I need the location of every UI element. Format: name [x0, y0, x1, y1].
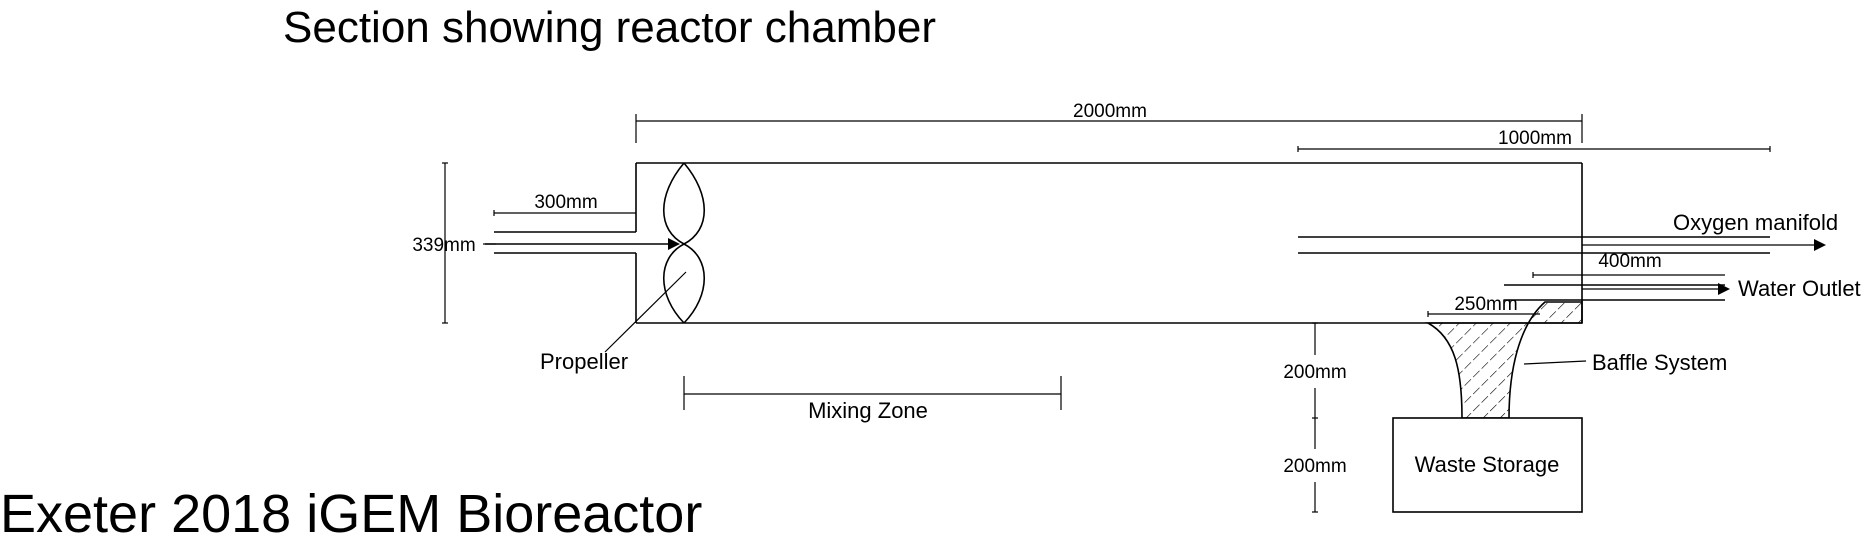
baffle-system-label: Baffle System [1592, 350, 1727, 375]
dim-1000-label: 1000mm [1498, 128, 1572, 149]
section-title: Section showing reactor chamber [283, 3, 936, 52]
waste-storage-label: Waste Storage [1415, 452, 1560, 477]
reactor-chamber [635, 162, 1583, 324]
water-outlet [1504, 283, 1730, 301]
dim-300-label: 300mm [534, 192, 597, 213]
dim-1000 [1297, 146, 1771, 152]
mixing-zone-bracket [683, 376, 1062, 410]
oxygen-arrow-icon [1814, 239, 1826, 251]
oxygen-manifold [1298, 236, 1826, 254]
water-arrow-icon [1718, 283, 1730, 295]
dim-2000 [635, 114, 1583, 143]
footer-title: Exeter 2018 iGEM Bioreactor [0, 484, 702, 534]
dim-2000-label: 2000mm [1073, 101, 1147, 122]
dim-200-storage-label: 200mm [1283, 456, 1346, 477]
dim-vertical [1312, 322, 1318, 513]
dim-200-baffle-label: 200mm [1283, 362, 1346, 383]
oxygen-manifold-label: Oxygen manifold [1673, 210, 1838, 235]
waste-storage [1392, 417, 1583, 513]
dim-400 [1532, 272, 1725, 278]
water-outlet-label: Water Outlet [1738, 276, 1861, 301]
propeller [604, 162, 705, 353]
mixing-zone-label: Mixing Zone [808, 398, 928, 423]
dim-339-label: 339mm [412, 235, 475, 256]
inlet-pipe [485, 231, 680, 254]
propeller-label: Propeller [540, 349, 628, 374]
dim-250 [1427, 311, 1540, 317]
baffle-system [1424, 301, 1587, 419]
dim-300 [493, 210, 636, 216]
dim-250-label: 250mm [1454, 294, 1517, 315]
inlet-arrow-icon [668, 238, 680, 250]
dim-339 [442, 162, 496, 324]
dim-400-label: 400mm [1598, 251, 1661, 272]
